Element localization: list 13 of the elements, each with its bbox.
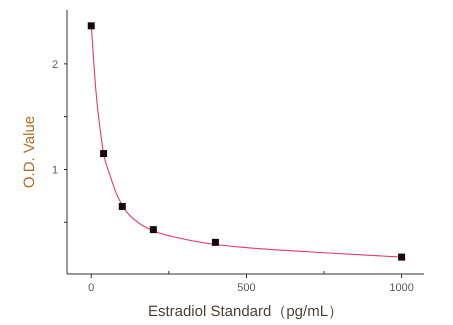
point [88, 22, 95, 30]
y-tick-label: 1 [52, 164, 58, 176]
point [150, 226, 157, 234]
point [212, 238, 219, 246]
point [100, 150, 108, 158]
point [398, 254, 406, 261]
x-axis-title: Estradiol Standard（pg/mL） [148, 303, 344, 320]
x-tick-label: 500 [237, 282, 256, 294]
y-axis-title: O.D. Value [21, 116, 38, 188]
y-tick-label: 2 [52, 58, 58, 71]
point [118, 202, 126, 210]
x-tick-label: 1000 [389, 282, 414, 294]
x-tick-label: 0 [88, 282, 94, 294]
